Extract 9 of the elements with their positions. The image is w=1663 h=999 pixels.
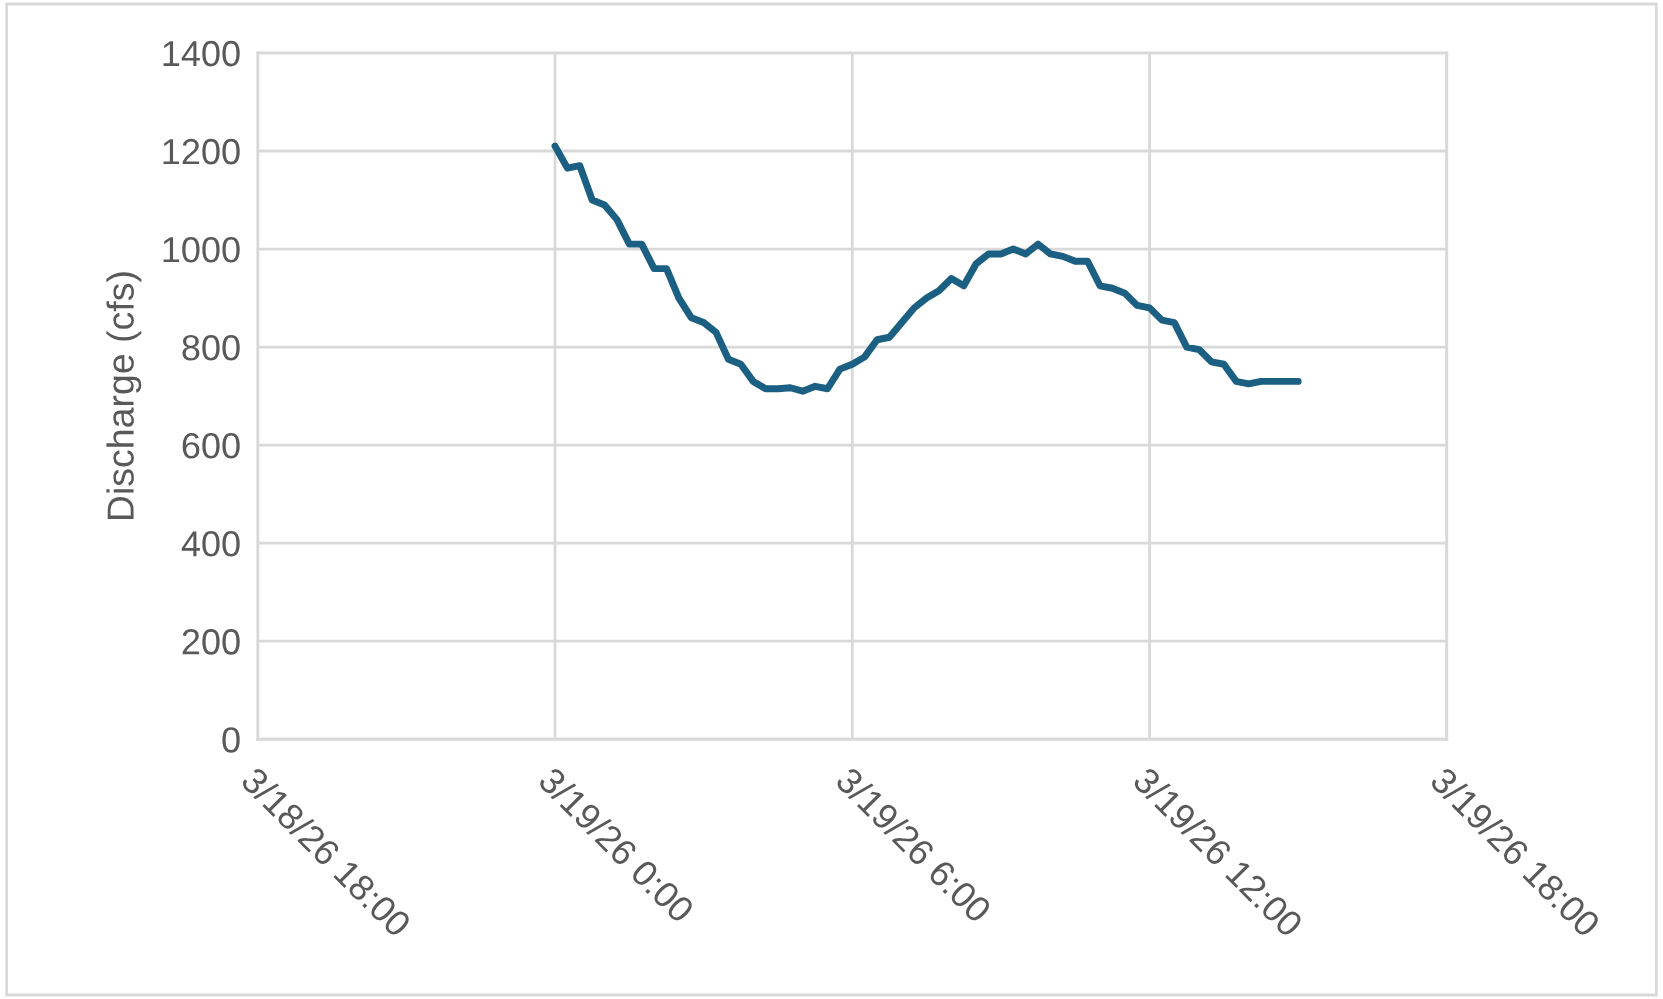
y-tick-label: 1200 — [163, 138, 240, 165]
y-tick-label: 600 — [182, 432, 240, 459]
y-tick-label: 400 — [181, 531, 240, 557]
y-tick-label: 200 — [182, 629, 240, 655]
y-tick-label: 1000 — [163, 236, 240, 263]
y-tick-label: 1400 — [163, 40, 240, 67]
y-tick-label: 800 — [182, 334, 240, 361]
y-tick-label: 0 — [222, 727, 240, 753]
y-axis-title: Discharge (cfs) — [106, 272, 142, 520]
